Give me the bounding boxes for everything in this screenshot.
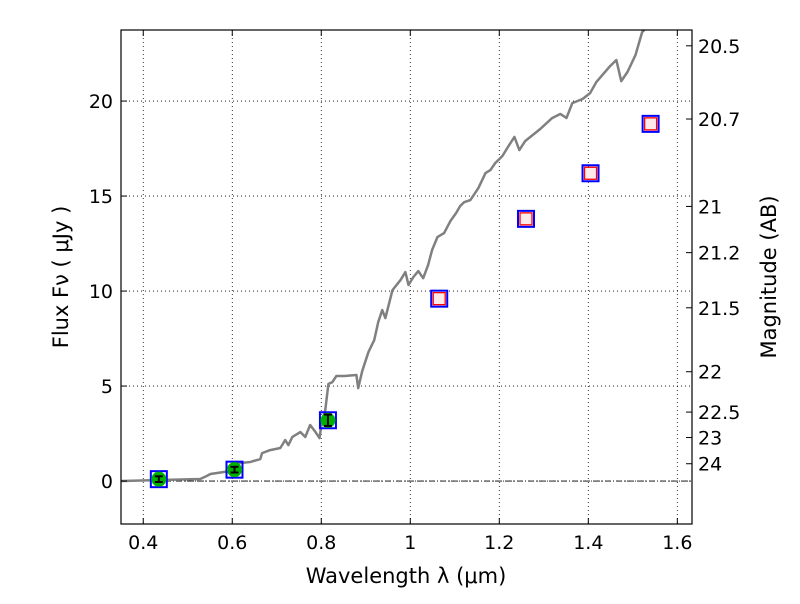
y-tick-label: 15 [89,186,113,208]
model-point-inner [519,212,533,226]
model-point-box [581,164,600,183]
model-point-box [225,460,244,479]
right-axis-label: Magnitude (AB) [757,195,781,358]
x-tick-label: 1.4 [573,532,603,554]
plot-frame [120,29,693,525]
model-point-box [516,209,535,228]
model-point-box [430,289,449,308]
model-point-inner [583,166,598,180]
model-point-box [318,411,337,430]
x-tick-label: 0.4 [128,532,158,554]
right-tick-label: 20.5 [698,36,740,58]
ticks: 0.4 0.6 0.8 1 1.2 1.4 1.6 0 5 10 15 20 20.5 20.7 21 21.… [89,30,740,554]
model-point-box [641,114,660,133]
model-point-inner [432,292,446,306]
right-tick-label: 21 [698,196,722,218]
x-axis-label: Wavelength λ (μm) [306,564,507,588]
right-tick-label: 21.5 [698,298,740,320]
spectrum-line [121,29,646,483]
y-axis-label: Flux Fν ( μJy ) [49,206,73,349]
y-tick-label: 20 [89,91,113,113]
y-tick-label: 5 [101,376,113,398]
right-tick-label: 23 [698,428,722,450]
right-tick-label: 22 [698,362,722,384]
y-tick-label: 10 [89,281,113,303]
right-tick-label: 20.7 [698,109,740,131]
x-tick-label: 0.8 [306,532,336,554]
x-tick-label: 0.6 [217,532,247,554]
right-tick-label: 24 [698,454,722,476]
y-tick-label: 0 [101,471,113,493]
right-tick-label: 22.5 [698,402,740,424]
x-tick-label: 1.6 [662,532,692,554]
data-points [149,114,660,489]
model-point-inner [643,117,658,131]
x-tick-label: 1.2 [484,532,514,554]
model-point-box [149,470,168,489]
right-tick-label: 21.2 [698,243,740,265]
x-tick-label: 1 [404,532,416,554]
